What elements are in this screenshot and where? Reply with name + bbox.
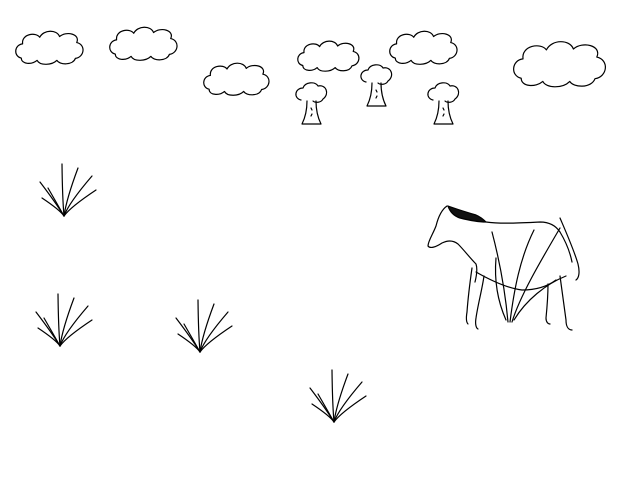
tree-crown (427, 82, 460, 103)
grass-blade (59, 297, 75, 347)
cloud-outline (513, 41, 606, 88)
grass-blade (59, 305, 89, 347)
grass-tuft-icon (309, 369, 367, 423)
cloud-icon (297, 40, 360, 72)
cloud-outline (389, 30, 458, 65)
grass-blade (199, 303, 215, 353)
horse-body-grass-1 (491, 231, 509, 323)
grass-blade (177, 333, 201, 353)
tree-bark-mark (442, 107, 445, 117)
grass-layer (35, 163, 367, 423)
grass-blade (61, 163, 65, 217)
tree-trunk (433, 100, 454, 125)
tree-icon (295, 82, 328, 125)
tree-icon (427, 82, 460, 125)
cloud-icon (109, 26, 178, 61)
horse-back-leg-2 (559, 275, 573, 331)
horse-head (427, 205, 478, 283)
grass-blade (199, 325, 233, 353)
grass-blade (59, 319, 93, 347)
grass-tuft-icon (35, 293, 93, 347)
tree-trunk (301, 100, 322, 125)
grass-blade (41, 197, 65, 217)
tree-trunk (366, 82, 387, 107)
horse-body-grass-4 (494, 257, 507, 321)
cloud-icon (15, 30, 84, 65)
cloud-outline (297, 40, 360, 72)
grass-blade (37, 327, 61, 347)
horse-icon (427, 205, 580, 331)
cloud-outline (109, 26, 178, 61)
horse-body-grass-3 (511, 227, 561, 323)
grass-blade (199, 311, 229, 353)
tree-icon (360, 64, 393, 107)
grass-blade (331, 369, 335, 423)
tree-crown (360, 64, 393, 85)
horse-tail (559, 217, 580, 281)
grass-tuft-icon (175, 299, 233, 353)
tree-bark-mark (310, 107, 313, 117)
grass-blade (333, 373, 349, 423)
horse-body-grass-5 (513, 275, 567, 321)
horse-back-leg-1 (545, 283, 551, 325)
grass-blade (63, 189, 97, 217)
grass-tuft-icon (39, 163, 97, 217)
grass-blade (311, 403, 335, 423)
cloud-outline (203, 62, 270, 96)
cloud-icon (513, 41, 606, 88)
grass-blade (333, 381, 363, 423)
grass-blade (63, 175, 93, 217)
horse-front-leg-1 (465, 267, 473, 325)
clouds-layer (15, 26, 606, 96)
grass-blade (63, 167, 79, 217)
horse-front-leg-2 (475, 275, 485, 330)
cloud-icon (203, 62, 270, 96)
grass-blade (197, 299, 201, 353)
grass-blade (333, 395, 367, 423)
horse-body-grass-2 (509, 229, 535, 323)
cloud-icon (389, 30, 458, 65)
grass-blade (57, 293, 61, 347)
cloud-outline (15, 30, 84, 65)
tree-bark-mark (375, 89, 378, 99)
tree-crown (295, 82, 328, 103)
horse-back (485, 221, 573, 263)
trees-layer (295, 64, 460, 125)
